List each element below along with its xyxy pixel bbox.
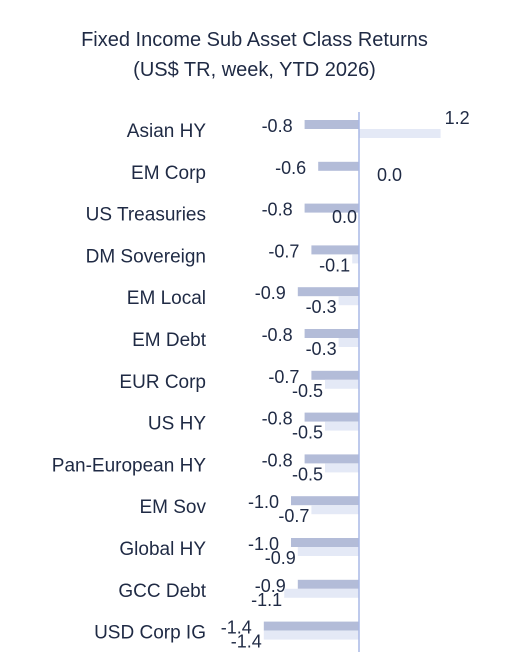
bar-series-1: [304, 120, 359, 129]
category-label: EM Corp: [131, 163, 206, 184]
data-label-series-2: -0.1: [319, 255, 350, 275]
category-label: GCC Debt: [118, 581, 206, 602]
data-label-series-1: -0.8: [262, 116, 293, 136]
bar-series-2: [325, 463, 359, 473]
category-label: USD Corp IG: [94, 623, 206, 644]
data-label-series-1: -0.6: [275, 158, 306, 178]
bar-series-1: [291, 538, 359, 547]
bar-series-1: [304, 329, 359, 338]
data-label-series-2: -0.9: [265, 548, 296, 568]
data-label-series-2: 0.0: [377, 165, 402, 185]
bar-series-1: [304, 203, 359, 213]
data-label-series-2: 0.0: [332, 207, 357, 227]
bar-series-2: [284, 588, 359, 598]
data-label-series-2: -0.5: [292, 464, 323, 484]
bar-series-2: [352, 254, 359, 264]
chart-title: Fixed Income Sub Asset Class Returns: [81, 29, 428, 51]
bar-series-1: [311, 245, 359, 255]
data-label-series-2: -1.4: [231, 632, 262, 652]
category-label: Asian HY: [127, 121, 207, 142]
data-label-series-1: -0.8: [262, 450, 293, 470]
data-label-series-1: -1.0: [248, 534, 279, 554]
data-label-series-2: -0.5: [292, 381, 323, 401]
bar-series-1: [304, 412, 359, 422]
bar-series-1: [311, 370, 359, 380]
data-label-series-1: -1.4: [221, 618, 252, 638]
bar-series-1: [263, 621, 359, 631]
bar-series-1: [304, 454, 359, 464]
bar-series-2: [359, 129, 441, 138]
bar-series-2: [297, 547, 359, 556]
bar-series-2: [325, 421, 359, 431]
data-label-series-1: -0.7: [268, 367, 299, 387]
chart-subtitle: (US$ TR, week, YTD 2026): [133, 59, 376, 81]
data-label-series-1: -0.8: [262, 200, 293, 220]
category-label: Pan-European HY: [52, 455, 207, 476]
data-label-series-1: -0.8: [262, 325, 293, 345]
category-label: DM Sovereign: [86, 246, 206, 267]
bar-series-1: [318, 161, 359, 171]
data-label-series-1: -0.9: [255, 576, 286, 596]
bar-series-2: [263, 630, 359, 640]
bar-series-1: [297, 287, 359, 297]
data-label-series-1: -1.0: [248, 492, 279, 512]
data-label-series-1: -0.8: [262, 409, 293, 429]
bar-series-2: [325, 379, 359, 389]
data-label-series-2: 1.2: [445, 108, 470, 128]
bar-series-1: [297, 579, 359, 589]
bar-series-2: [311, 505, 359, 515]
data-label-series-2: -0.7: [278, 506, 309, 526]
category-label: US HY: [148, 414, 206, 435]
category-label: EM Debt: [132, 330, 207, 351]
data-label-series-2: -0.3: [306, 297, 337, 317]
data-label-series-1: -0.9: [255, 283, 286, 303]
category-label: US Treasuries: [86, 205, 206, 226]
data-label-series-2: -0.3: [306, 339, 337, 359]
category-label: Global HY: [119, 539, 206, 560]
data-label-series-1: -0.7: [268, 241, 299, 261]
category-label: EM Local: [127, 288, 206, 309]
category-label: EM Sov: [139, 497, 206, 518]
category-label: EUR Corp: [119, 372, 206, 393]
data-label-series-2: -0.5: [292, 423, 323, 443]
bar-series-2: [338, 296, 359, 306]
bar-series-1: [291, 496, 359, 506]
bar-series-2: [338, 338, 359, 347]
data-label-series-2: -1.1: [251, 590, 282, 610]
